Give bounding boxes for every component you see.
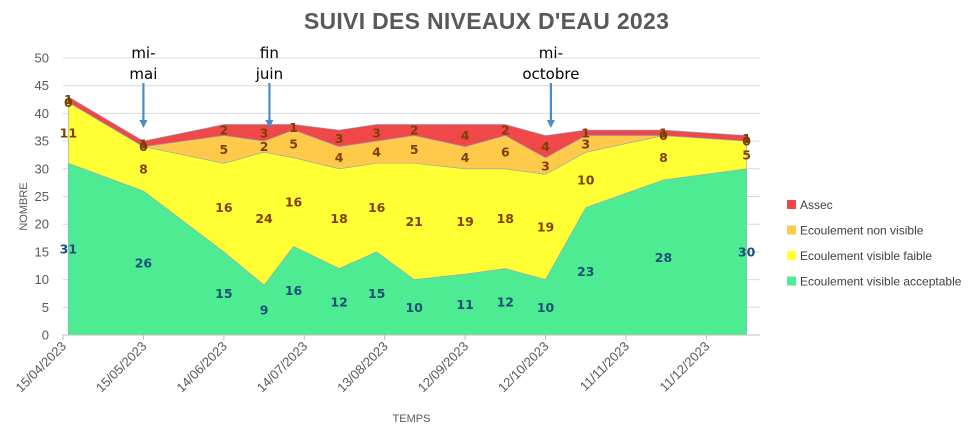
y-tick-label: 30: [35, 161, 49, 176]
y-tick-label: 5: [42, 300, 49, 315]
data-label: 0: [659, 128, 668, 143]
data-label: 4: [335, 150, 344, 165]
legend-label: Assec: [800, 198, 833, 212]
data-label: 19: [537, 219, 554, 234]
legend-swatch: [787, 225, 796, 235]
data-label: 12: [497, 294, 514, 309]
y-tick-label: 25: [35, 189, 49, 204]
data-label: 3: [260, 125, 269, 140]
data-label: 11: [60, 125, 77, 140]
data-label: 5: [219, 142, 228, 157]
data-label: 10: [537, 300, 555, 315]
data-label: 3: [372, 125, 381, 140]
data-label: 12: [330, 294, 347, 309]
data-label: 1: [742, 131, 751, 146]
y-tick-label: 0: [42, 328, 49, 343]
data-label: 1: [581, 125, 590, 140]
data-label: 11: [456, 297, 473, 312]
data-label: 30: [738, 244, 756, 259]
x-tick-label: 11/12/2023: [657, 339, 713, 395]
data-label: 0: [742, 134, 751, 149]
data-label: 3: [335, 131, 344, 146]
y-tick-label: 40: [35, 106, 49, 121]
data-label: 10: [405, 300, 423, 315]
legend-label: Ecoulement visible faible: [800, 249, 932, 263]
annotation-text: mi-: [131, 44, 155, 62]
y-tick-label: 15: [35, 244, 49, 259]
data-label: 1: [139, 136, 148, 151]
y-axis-title: NOMBRE: [18, 182, 30, 230]
data-label: 1: [289, 120, 298, 135]
data-label: 0: [64, 95, 73, 110]
legend: Assec Ecoulement non visible Ecoulement vi…: [787, 198, 962, 289]
data-label: 18: [330, 211, 347, 226]
data-label: 15: [368, 286, 385, 301]
data-label: 1: [64, 92, 73, 107]
data-label: 31: [60, 242, 77, 257]
annotation-text: fin: [260, 44, 279, 62]
data-label: 2: [260, 139, 269, 154]
data-label: 16: [285, 283, 303, 298]
y-tick-label: 50: [35, 51, 49, 66]
data-label: 8: [659, 150, 668, 165]
data-label: 2: [410, 123, 419, 138]
annotation-text: juin: [255, 65, 283, 83]
data-label: 6: [501, 145, 510, 160]
data-label: 16: [368, 200, 386, 215]
x-tick-label: 14/07/2023: [254, 339, 311, 396]
data-label: 23: [577, 264, 594, 279]
annotation-text: octobre: [522, 65, 579, 83]
data-label: 16: [285, 195, 303, 210]
x-tick-label: 13/08/2023: [334, 339, 391, 396]
data-label: 4: [461, 128, 470, 143]
legend-swatch: [787, 276, 796, 286]
data-label: 2: [501, 123, 510, 138]
data-label: 4: [461, 150, 470, 165]
annotations: mi-mai fin juin mi-octobre: [129, 44, 579, 128]
data-label: 26: [135, 255, 153, 270]
legend-swatch: [787, 200, 796, 209]
data-label: 3: [581, 136, 590, 151]
area-assec: [68, 96, 747, 159]
data-label: 19: [456, 214, 473, 229]
data-label: 5: [742, 147, 751, 162]
y-tick-label: 45: [35, 78, 49, 93]
legend-swatch: [787, 251, 796, 260]
x-tick-label: 15/04/2023: [12, 339, 69, 396]
x-tick-label: 15/05/2023: [93, 339, 150, 396]
x-tick-label: 12/09/2023: [415, 339, 472, 396]
chart-title: SUIVI DES NIVEAUX D'EAU 2023: [303, 8, 670, 34]
legend-label: Ecoulement visible acceptable: [800, 275, 962, 289]
data-label: 3: [541, 159, 550, 174]
data-label: 28: [655, 250, 672, 265]
data-label: 21: [405, 214, 422, 229]
x-tick-label: 11/11/2023: [577, 339, 632, 394]
x-tick-label: 12/10/2023: [495, 339, 552, 396]
data-label: 16: [215, 200, 233, 215]
y-tick-label: 20: [35, 217, 49, 232]
data-label: 5: [410, 142, 419, 157]
annotation-text: mi-: [539, 44, 563, 62]
data-label: 8: [139, 161, 148, 176]
x-tick-label: 14/06/2023: [173, 339, 230, 396]
data-label: 2: [219, 123, 228, 138]
data-label: 4: [372, 145, 381, 160]
legend-label: Ecoulement non visible: [800, 224, 924, 238]
data-label: 0: [139, 139, 148, 154]
stacked-areas: [68, 96, 747, 336]
annotation-text: mai: [129, 65, 157, 83]
data-label: 4: [541, 139, 550, 154]
data-label: 15: [215, 286, 232, 301]
data-label: 24: [255, 211, 273, 226]
x-axis-title: TEMPS: [393, 413, 431, 425]
data-label: 10: [577, 172, 595, 187]
y-tick-label: 35: [35, 134, 49, 149]
y-tick-label: 10: [35, 272, 49, 287]
data-label: 5: [289, 136, 298, 151]
data-label: 18: [497, 211, 514, 226]
data-label: 1: [659, 125, 668, 140]
data-label: 9: [260, 303, 269, 318]
